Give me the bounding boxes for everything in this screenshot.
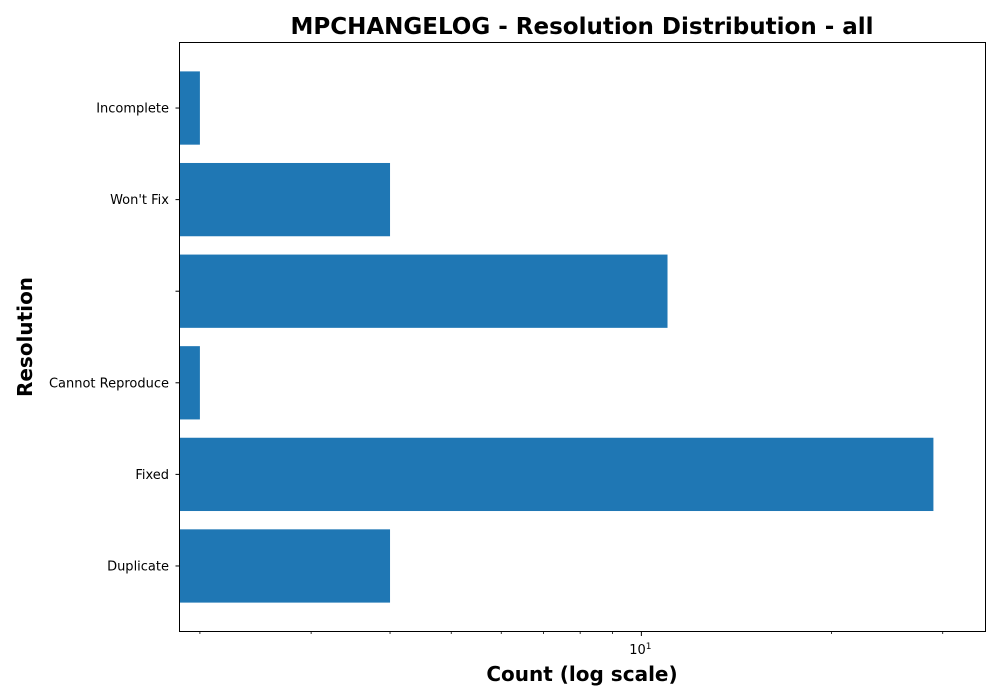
y-ticks-group: Duplicate Fixed Cannot Reproduce Won't Fix I… [49, 102, 180, 574]
x-axis-label: Count (log scale) [486, 662, 677, 686]
y-tick-label: Cannot Reproduce [49, 376, 169, 391]
bars-group [180, 71, 934, 603]
y-tick-label: Fixed [135, 468, 169, 483]
y-tick-label: Won't Fix [110, 193, 169, 208]
y-tick-label: Incomplete [96, 102, 169, 117]
x-ticks-group: 101 [199, 631, 944, 658]
plot-frame [179, 42, 986, 632]
x-tick-label: 101 [629, 642, 651, 658]
bar [180, 529, 391, 603]
bar [180, 437, 934, 512]
y-axis-label: Resolution [13, 277, 37, 397]
bar [180, 346, 200, 420]
y-tick-label: Duplicate [107, 559, 169, 574]
bar [180, 254, 668, 328]
bar [180, 71, 200, 145]
bar [180, 162, 391, 237]
chart-title: MPCHANGELOG - Resolution Distribution - … [290, 14, 873, 40]
